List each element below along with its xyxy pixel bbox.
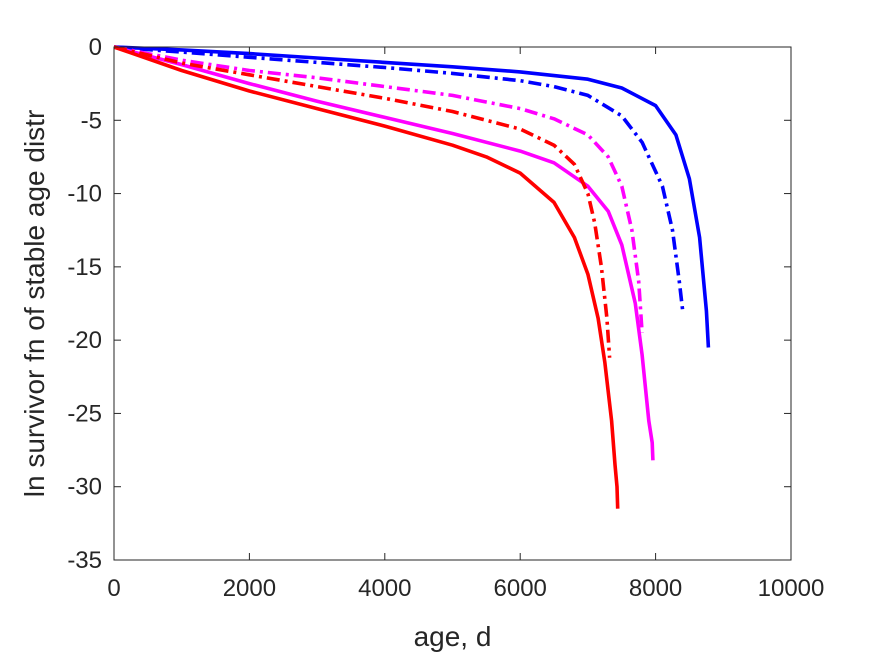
x-tick-label: 4000 <box>358 575 411 602</box>
y-tick-label: -30 <box>67 474 102 501</box>
series-line-5 <box>113 45 620 509</box>
series-line-6 <box>113 45 612 358</box>
series-layer <box>113 45 711 509</box>
series-line-3 <box>113 45 655 461</box>
y-tick-label: -5 <box>81 107 102 134</box>
x-axis: 0 2000 4000 6000 8000 10000 <box>107 47 824 602</box>
x-axis-label: age, d <box>414 621 492 652</box>
y-tick-label: -35 <box>67 547 102 574</box>
y-axis-label: ln survivor fn of stable age distr <box>19 110 50 498</box>
axes-box <box>113 46 792 561</box>
y-tick-label: -15 <box>67 254 102 281</box>
y-axis: 0 -5 -10 -15 -20 -25 -30 -35 <box>67 34 791 574</box>
plot-area <box>114 47 791 560</box>
y-tick-label: -20 <box>67 327 102 354</box>
x-tick-label: 8000 <box>629 575 682 602</box>
x-tick-label: 2000 <box>223 575 276 602</box>
y-tick-label: -25 <box>67 400 102 427</box>
series-line-1 <box>113 45 711 348</box>
y-tick-label: -10 <box>67 181 102 208</box>
series-line-2 <box>113 45 685 312</box>
x-tick-label: 0 <box>107 575 120 602</box>
series-line-4 <box>113 45 644 333</box>
x-tick-label: 10000 <box>758 575 825 602</box>
y-tick-label: 0 <box>89 34 102 61</box>
x-tick-label: 6000 <box>494 575 547 602</box>
